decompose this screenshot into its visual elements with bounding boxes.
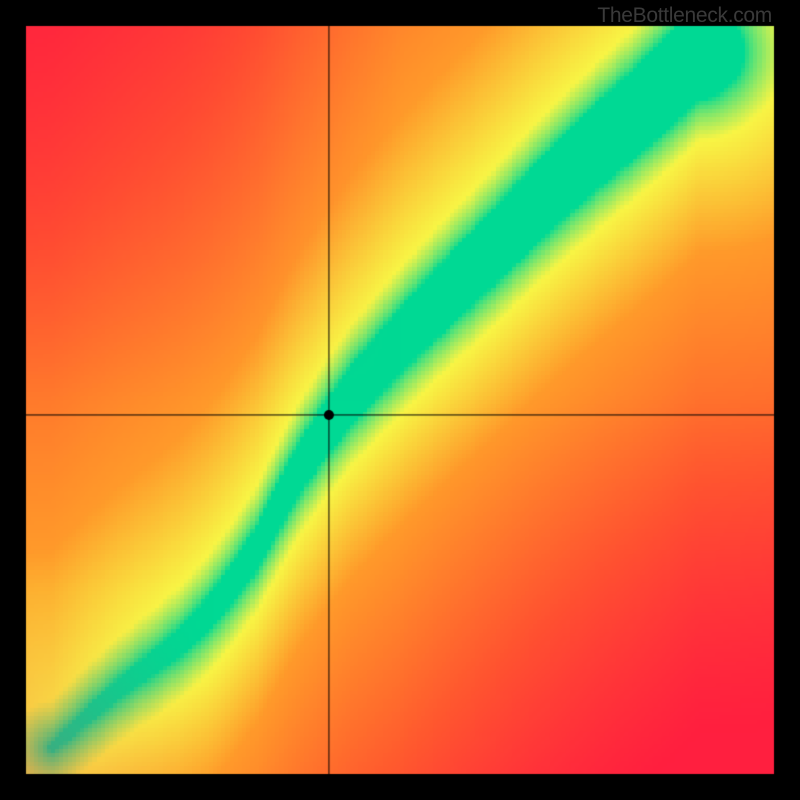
watermark-text: TheBottleneck.com <box>597 4 772 28</box>
bottleneck-heatmap <box>0 0 800 800</box>
